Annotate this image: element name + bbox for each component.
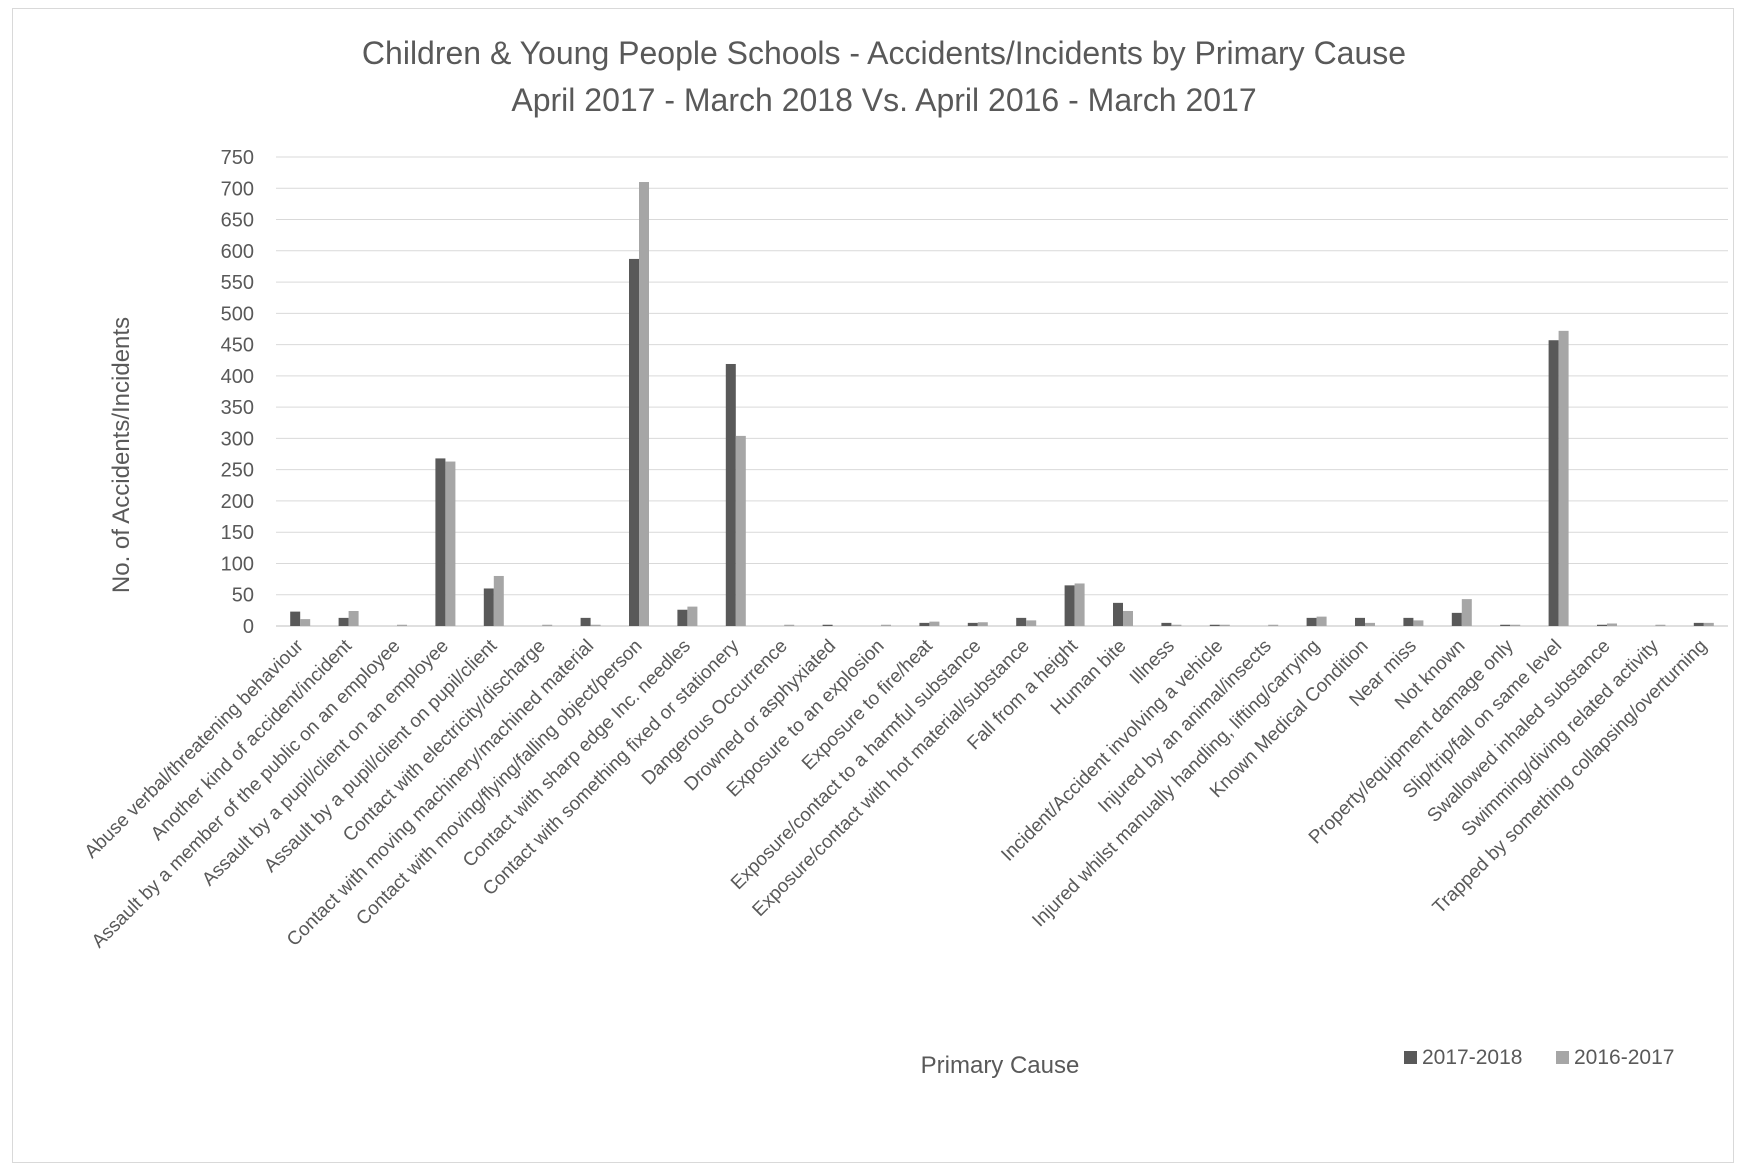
gridlines — [276, 156, 1728, 627]
bar-2016-2017 — [929, 621, 940, 626]
bar-2017-2018 — [290, 611, 301, 626]
bar-2016-2017 — [1219, 624, 1230, 626]
y-tick-label: 50 — [232, 585, 254, 607]
x-axis-title: Primary Cause — [921, 1052, 1080, 1079]
bar-2017-2018 — [1306, 617, 1317, 626]
bar-2017-2018 — [919, 622, 930, 626]
chart-frame — [12, 8, 1734, 1163]
y-tick-label: 700 — [221, 178, 254, 200]
bar-2016-2017 — [1703, 622, 1714, 626]
legend-label: 2016-2017 — [1574, 1046, 1674, 1069]
bar-2017-2018 — [435, 458, 446, 626]
bar-2017-2018 — [580, 617, 591, 626]
bar-2017-2018 — [1548, 340, 1559, 626]
bar-2017-2018 — [1403, 617, 1414, 626]
bar-2016-2017 — [977, 622, 988, 626]
y-tick-label: 300 — [221, 428, 254, 450]
bar-2016-2017 — [1171, 624, 1182, 626]
x-axis-labels: Abuse verbal/threatening behaviourAnothe… — [81, 635, 1712, 952]
bar-2017-2018 — [1209, 624, 1220, 626]
bar-2016-2017 — [1607, 623, 1617, 626]
y-tick-label: 450 — [221, 335, 254, 357]
bar-2016-2017 — [1510, 624, 1521, 626]
bar-2016-2017 — [1365, 622, 1375, 626]
y-tick-label: 500 — [221, 303, 254, 325]
y-tick-label: 250 — [221, 460, 254, 482]
bar-2017-2018 — [1355, 617, 1365, 626]
y-tick-label: 0 — [243, 616, 254, 638]
bar-2016-2017 — [1026, 620, 1037, 626]
bar-2017-2018 — [1597, 624, 1607, 626]
legend-label: 2017-2018 — [1422, 1046, 1522, 1069]
y-tick-label: 650 — [221, 210, 254, 232]
bar-2017-2018 — [1500, 624, 1511, 626]
bar-2017-2018 — [1113, 602, 1123, 626]
legend-swatch — [1404, 1051, 1417, 1064]
bar-2016-2017 — [1461, 599, 1472, 626]
chart-title: Children & Young People Schools - Accide… — [362, 35, 1406, 71]
y-tick-label: 750 — [221, 147, 254, 169]
bar-2017-2018 — [1161, 622, 1172, 626]
bar-2016-2017 — [590, 624, 601, 626]
bar-2016-2017 — [1074, 583, 1085, 626]
bar-2017-2018 — [725, 363, 736, 626]
bar-2016-2017 — [784, 624, 795, 626]
bar-2016-2017 — [300, 619, 311, 626]
bar-2016-2017 — [1316, 616, 1327, 626]
y-tick-label: 150 — [221, 522, 254, 544]
bar-2016-2017 — [1655, 624, 1666, 626]
bar-2016-2017 — [687, 606, 698, 626]
y-axis-title: No. of Accidents/Incidents — [108, 317, 135, 593]
y-tick-label: 100 — [221, 553, 254, 575]
bar-2016-2017 — [348, 610, 359, 626]
bar-2017-2018 — [1451, 612, 1462, 626]
y-tick-label: 550 — [221, 272, 254, 294]
y-axis-ticks: 0 50 100 150 200 250 300 350 400 450 500 550 600 650 7… — [221, 147, 254, 638]
bar-2016-2017 — [1268, 624, 1279, 626]
bar-2017-2018 — [1064, 585, 1075, 626]
y-tick-label: 350 — [221, 397, 254, 419]
bar-2016-2017 — [735, 435, 746, 626]
bars — [290, 182, 1714, 626]
legend-swatch — [1556, 1051, 1569, 1064]
bar-2017-2018 — [677, 609, 688, 626]
y-tick-label: 200 — [221, 491, 254, 513]
bar-2017-2018 — [1693, 622, 1704, 626]
bar-2016-2017 — [639, 182, 649, 626]
bar-2016-2017 — [1123, 610, 1133, 626]
bar-2016-2017 — [881, 624, 891, 626]
chart-subtitle: April 2017 - March 2018 Vs. April 2016 -… — [511, 82, 1256, 118]
bar-2016-2017 — [397, 624, 407, 626]
bar-2017-2018 — [483, 588, 494, 626]
bar-2016-2017 — [493, 575, 504, 626]
bar-2017-2018 — [338, 617, 349, 626]
bar-2017-2018 — [822, 624, 833, 626]
bar-2016-2017 — [445, 461, 456, 626]
bar-2016-2017 — [1413, 620, 1424, 626]
legend: 2017-2018 2016-2017 — [1404, 1046, 1674, 1069]
bar-2017-2018 — [1016, 617, 1027, 626]
y-tick-label: 400 — [221, 366, 254, 388]
bar-2017-2018 — [629, 258, 639, 626]
y-tick-label: 600 — [221, 241, 254, 263]
bar-2017-2018 — [967, 622, 978, 626]
bar-2016-2017 — [1558, 330, 1569, 626]
bar-2016-2017 — [542, 624, 553, 626]
